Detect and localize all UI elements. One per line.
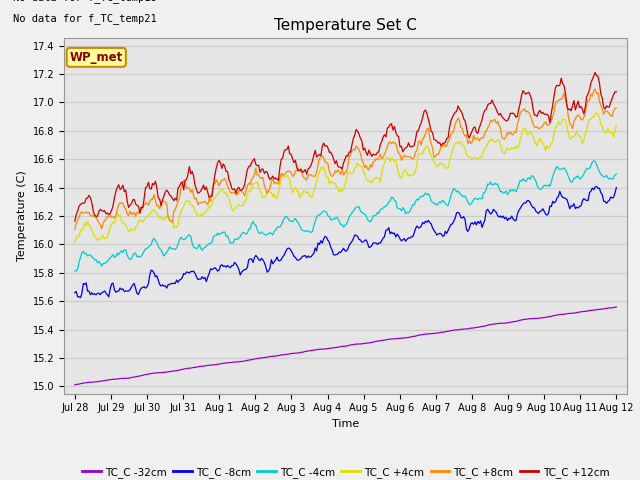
TC_C +12cm (610, 92, 618, 97)
TC_C +12cm (71, 218, 79, 224)
TC_C +4cm (349, 169, 357, 175)
TC_C +12cm (538, 110, 545, 116)
TC_C +12cm (349, 135, 357, 141)
TC_C -8cm (71, 290, 79, 296)
TC_C -32cm (538, 315, 545, 321)
TC_C -8cm (91, 291, 99, 297)
TC_C -4cm (539, 184, 547, 190)
TC_C -8cm (612, 185, 620, 191)
Line: TC_C +8cm: TC_C +8cm (75, 89, 616, 229)
TC_C -4cm (91, 257, 99, 263)
Legend: TC_C -32cm, TC_C -8cm, TC_C -4cm, TC_C +4cm, TC_C +8cm, TC_C +12cm: TC_C -32cm, TC_C -8cm, TC_C -4cm, TC_C +… (77, 463, 614, 480)
TC_C +8cm (610, 108, 618, 114)
TC_C -32cm (349, 342, 357, 348)
TC_C -32cm (612, 304, 620, 310)
TC_C +4cm (610, 134, 618, 140)
TC_C -32cm (457, 326, 465, 332)
TC_C -8cm (108, 281, 115, 287)
TC_C -4cm (108, 253, 115, 259)
Line: TC_C +12cm: TC_C +12cm (75, 72, 616, 221)
TC_C -8cm (611, 190, 619, 196)
Text: WP_met: WP_met (70, 51, 123, 64)
TC_C +8cm (538, 124, 545, 130)
X-axis label: Time: Time (332, 419, 359, 429)
Text: No data for f_TC_temp21: No data for f_TC_temp21 (13, 13, 157, 24)
TC_C +12cm (591, 70, 599, 75)
TC_C +4cm (106, 224, 114, 230)
TC_C -8cm (77, 295, 84, 300)
TC_C +4cm (71, 239, 79, 245)
TC_C +8cm (457, 125, 465, 131)
TC_C -4cm (590, 158, 598, 164)
TC_C +8cm (591, 86, 599, 92)
Title: Temperature Set C: Temperature Set C (274, 18, 417, 33)
TC_C +8cm (349, 146, 357, 152)
Line: TC_C -32cm: TC_C -32cm (75, 307, 616, 384)
TC_C +12cm (612, 89, 620, 95)
TC_C +8cm (612, 105, 620, 110)
TC_C +8cm (71, 227, 79, 232)
TC_C +12cm (106, 210, 114, 216)
TC_C -32cm (71, 382, 79, 387)
TC_C -8cm (351, 232, 358, 238)
Text: No data for f_TC_temp18: No data for f_TC_temp18 (13, 0, 157, 3)
Line: TC_C -4cm: TC_C -4cm (75, 161, 616, 271)
TC_C -32cm (608, 305, 616, 311)
TC_C -4cm (72, 268, 80, 274)
TC_C +4cm (457, 139, 465, 145)
TC_C +4cm (612, 122, 620, 128)
TC_C -4cm (611, 172, 619, 178)
TC_C +4cm (538, 139, 545, 145)
TC_C -4cm (351, 206, 358, 212)
TC_C +4cm (593, 110, 600, 116)
TC_C -32cm (106, 377, 114, 383)
TC_C -4cm (71, 268, 79, 274)
Line: TC_C +4cm: TC_C +4cm (75, 113, 616, 242)
TC_C +4cm (90, 231, 97, 237)
TC_C -8cm (593, 183, 600, 189)
TC_C -4cm (612, 171, 620, 177)
TC_C +12cm (90, 208, 97, 214)
TC_C -8cm (458, 215, 466, 221)
TC_C -8cm (539, 206, 547, 212)
Line: TC_C -8cm: TC_C -8cm (75, 186, 616, 298)
TC_C -4cm (458, 193, 466, 199)
Y-axis label: Temperature (C): Temperature (C) (17, 170, 27, 262)
TC_C -32cm (90, 379, 97, 385)
TC_C +8cm (106, 212, 114, 218)
TC_C +12cm (457, 108, 465, 114)
TC_C +8cm (90, 213, 97, 218)
